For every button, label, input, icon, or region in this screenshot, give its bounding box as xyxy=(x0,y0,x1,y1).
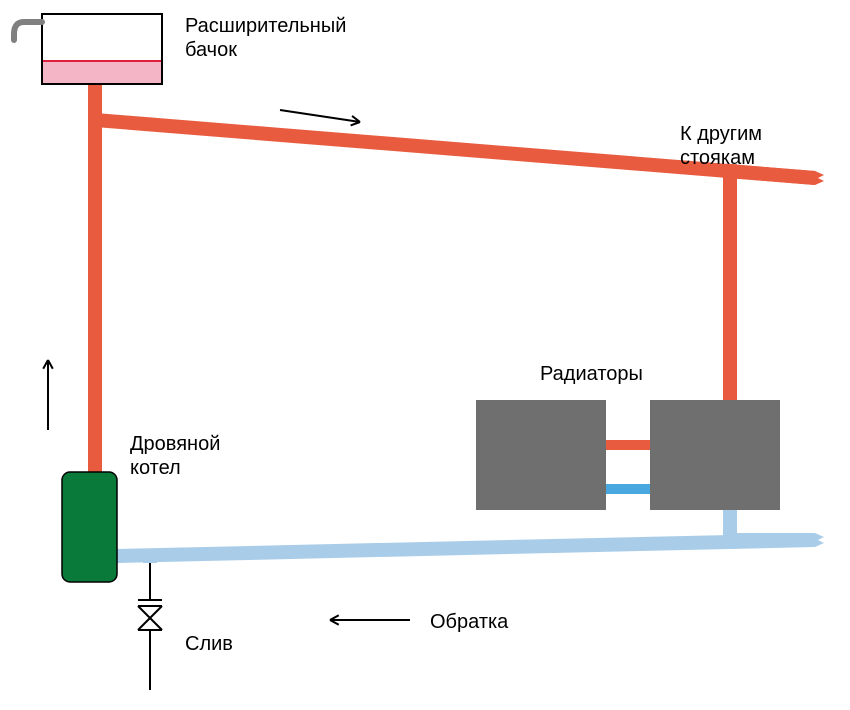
label-boiler: Дровянойкотел xyxy=(130,433,220,479)
cold-return-main xyxy=(117,533,815,563)
tank-liquid xyxy=(43,61,161,83)
heating-diagram: Расширительныйбачок Дровянойкотел Радиат… xyxy=(0,0,850,710)
radiator-left xyxy=(476,400,606,510)
drain-valve xyxy=(138,555,162,690)
radiator-right xyxy=(650,400,780,510)
label-radiators: Радиаторы xyxy=(540,363,643,385)
label-to-other-risers: К другимстоякам xyxy=(680,123,762,169)
cold-radiator-collector xyxy=(606,484,650,494)
label-return: Обратка xyxy=(430,611,509,633)
tank-overflow-pipe xyxy=(14,22,42,40)
boiler xyxy=(62,472,117,582)
label-drain: Слив xyxy=(185,633,233,655)
hot-branch-horizontal xyxy=(606,440,650,450)
label-expansion-tank: Расширительныйбачок xyxy=(185,15,346,61)
hot-vertical-riser xyxy=(88,84,102,472)
expansion-tank xyxy=(14,14,162,84)
cold-to-other-risers xyxy=(730,533,824,547)
